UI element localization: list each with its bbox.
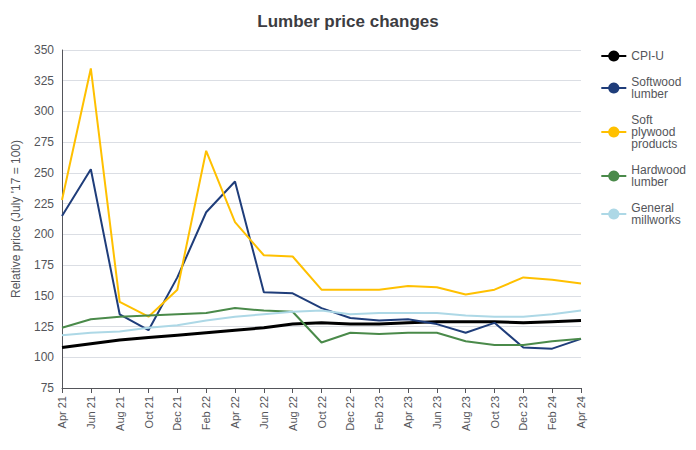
svg-text:lumber: lumber [631,87,668,101]
svg-text:Softwood: Softwood [631,75,682,89]
svg-text:Aug 21: Aug 21 [114,396,126,431]
svg-text:Dec 21: Dec 21 [171,396,183,431]
svg-text:Feb 22: Feb 22 [200,396,212,430]
svg-text:Apr 23: Apr 23 [402,396,414,428]
svg-text:325: 325 [34,74,54,88]
svg-text:100: 100 [34,350,54,364]
svg-text:products: products [631,137,677,151]
svg-text:Aug 22: Aug 22 [287,396,299,431]
svg-text:350: 350 [34,43,54,57]
svg-text:300: 300 [34,104,54,118]
svg-text:225: 225 [34,197,54,211]
svg-text:General: General [631,201,674,215]
svg-text:plywood: plywood [631,125,676,139]
svg-text:Dec 23: Dec 23 [517,396,529,431]
svg-text:Apr 22: Apr 22 [229,396,241,428]
svg-text:250: 250 [34,166,54,180]
svg-text:millworks: millworks [631,213,680,227]
svg-text:CPI-U: CPI-U [631,49,664,63]
svg-text:150: 150 [34,289,54,303]
svg-text:Soft: Soft [631,113,653,127]
svg-text:125: 125 [34,320,54,334]
svg-text:Feb 24: Feb 24 [546,396,558,430]
svg-text:Relative price (July '17 = 100: Relative price (July '17 = 100) [9,140,23,298]
svg-text:Aug 23: Aug 23 [460,396,472,431]
svg-text:Oct 23: Oct 23 [489,396,501,428]
svg-text:175: 175 [34,258,54,272]
svg-text:275: 275 [34,135,54,149]
svg-text:Hardwood: Hardwood [631,163,686,177]
svg-text:Jun 21: Jun 21 [85,396,97,429]
svg-text:Jun 22: Jun 22 [258,396,270,429]
svg-text:75: 75 [41,381,55,395]
svg-text:Apr 24: Apr 24 [575,396,587,428]
svg-text:Oct 22: Oct 22 [316,396,328,428]
svg-text:Feb 23: Feb 23 [373,396,385,430]
svg-text:Lumber price changes: Lumber price changes [257,12,438,31]
svg-text:lumber: lumber [631,175,668,189]
svg-text:Dec 22: Dec 22 [344,396,356,431]
svg-text:Apr 21: Apr 21 [56,396,68,428]
svg-text:200: 200 [34,227,54,241]
svg-text:Jun 23: Jun 23 [431,396,443,429]
svg-text:Oct 21: Oct 21 [143,396,155,428]
